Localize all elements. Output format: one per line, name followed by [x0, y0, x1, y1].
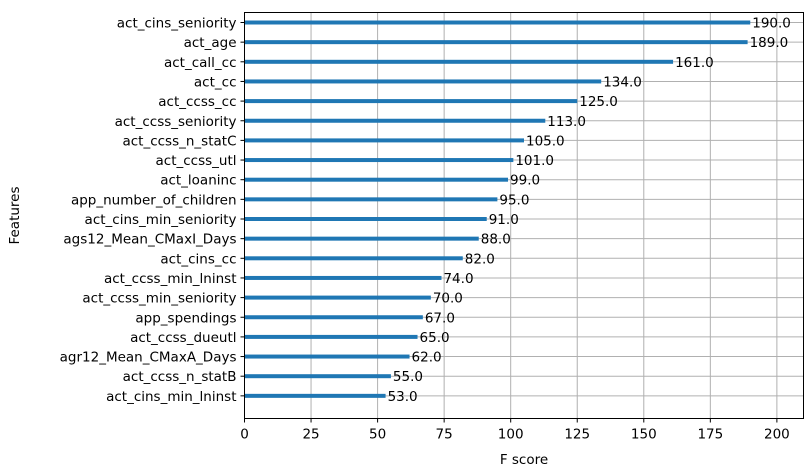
y-tick-label: act_ccss_dueutl — [130, 330, 236, 346]
data-label: 82.0 — [465, 251, 495, 267]
bar — [244, 138, 524, 143]
data-label: 161.0 — [675, 55, 714, 71]
bar — [244, 256, 463, 261]
data-label: 101.0 — [515, 153, 554, 169]
bar — [244, 236, 479, 241]
bar — [244, 354, 410, 359]
bar — [244, 315, 423, 320]
plot-frame — [244, 12, 804, 419]
y-tick-label: act_ccss_n_statB — [123, 369, 237, 385]
data-label: 113.0 — [547, 114, 586, 130]
bar — [244, 59, 674, 64]
bar — [244, 295, 431, 300]
data-label: 55.0 — [393, 369, 423, 385]
y-tick-label: act_cins_min_seniority — [85, 212, 237, 228]
bar — [244, 334, 418, 339]
data-label: 134.0 — [603, 74, 642, 90]
x-tick-label: 150 — [631, 427, 657, 443]
data-label: 91.0 — [489, 212, 519, 228]
data-label: 65.0 — [420, 330, 450, 346]
bar — [244, 158, 514, 163]
y-tick-label: act_age — [184, 35, 237, 51]
x-tick-label: 0 — [240, 427, 249, 443]
y-tick-label: act_cc — [194, 74, 237, 90]
y-axis-ticks: act_cins_seniority act_age act_call_cc act_… — [60, 16, 245, 405]
y-tick-label: act_call_cc — [164, 55, 237, 71]
y-tick-label: act_loaninc — [160, 173, 236, 189]
data-label: 99.0 — [510, 173, 540, 189]
y-tick-label: act_ccss_min_seniority — [82, 291, 236, 307]
y-tick-label: act_ccss_min_lninst — [104, 271, 237, 287]
data-label: 67.0 — [425, 310, 455, 326]
data-label: 88.0 — [481, 232, 511, 248]
data-label: 70.0 — [433, 291, 463, 307]
y-tick-label: act_cins_cc — [160, 251, 236, 267]
y-tick-label: act_ccss_seniority — [115, 114, 237, 130]
bar — [244, 118, 546, 123]
y-axis-title: Features — [7, 186, 23, 244]
data-label: 189.0 — [750, 35, 789, 51]
y-tick-label: agr12_Mean_CMaxA_Days — [60, 350, 237, 366]
y-tick-label: act_cins_min_lninst — [106, 389, 236, 405]
bar — [244, 374, 391, 379]
x-axis-ticks: 0 25 50 75 100 125 150 175 200 — [240, 418, 790, 443]
y-tick-label: ags12_Mean_CMaxI_Days — [63, 232, 236, 248]
x-tick-label: 25 — [302, 427, 319, 443]
data-label: 190.0 — [752, 16, 791, 32]
x-tick-label: 75 — [436, 427, 453, 443]
y-tick-label: app_spendings — [135, 310, 236, 326]
x-tick-label: 50 — [369, 427, 386, 443]
bar — [244, 217, 487, 221]
value-labels: 190.0 189.0 161.0 134.0 125.0 113.0 105.0 101.0… — [388, 16, 791, 405]
x-tick-label: 125 — [564, 427, 590, 443]
bar — [244, 197, 498, 202]
bar — [244, 79, 602, 84]
bar — [244, 393, 386, 398]
data-label: 53.0 — [388, 389, 418, 405]
bars — [244, 20, 751, 398]
data-label: 125.0 — [579, 94, 618, 110]
data-label: 74.0 — [443, 271, 473, 287]
bar — [244, 20, 751, 25]
data-label: 95.0 — [499, 192, 529, 208]
bar — [244, 275, 442, 280]
data-label: 62.0 — [412, 350, 442, 366]
data-label: 105.0 — [526, 133, 565, 149]
y-tick-label: act_ccss_utl — [156, 153, 237, 169]
x-tick-label: 100 — [498, 427, 524, 443]
x-tick-label: 175 — [697, 427, 723, 443]
y-tick-label: act_ccss_cc — [158, 94, 236, 110]
x-axis-title: F score — [500, 452, 548, 468]
x-tick-label: 200 — [764, 427, 790, 443]
y-tick-label: act_cins_seniority — [117, 16, 237, 32]
y-tick-label: act_ccss_n_statC — [122, 133, 236, 149]
bar — [244, 40, 748, 45]
bar — [244, 99, 578, 104]
bar — [244, 177, 509, 182]
y-tick-label: app_number_of_children — [71, 192, 237, 208]
